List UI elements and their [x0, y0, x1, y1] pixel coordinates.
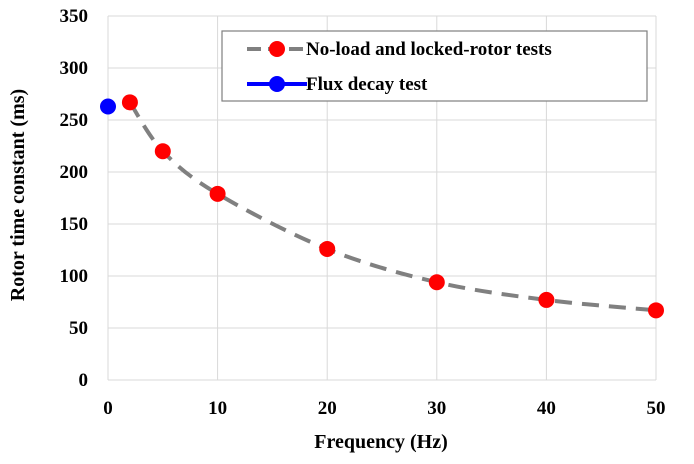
data-point-series-0 [209, 185, 226, 202]
y-axis-ticks: 0 50 100 150 200 250 300 350 [60, 6, 89, 391]
x-tick-label: 30 [427, 398, 446, 419]
x-tick-label: 0 [103, 398, 113, 419]
x-axis-ticks: 0 10 20 30 40 50 [103, 398, 665, 419]
y-axis-title: Rotor time constant (ms) [7, 89, 29, 301]
x-tick-label: 40 [537, 398, 556, 419]
legend: No-load and locked-rotor tests Flux deca… [221, 30, 648, 102]
y-tick-label: 0 [79, 370, 89, 391]
data-point-series-0 [121, 94, 138, 111]
series-layer [100, 94, 664, 319]
y-tick-label: 200 [60, 162, 89, 183]
legend-box [221, 30, 648, 102]
data-point-series-0 [428, 274, 445, 291]
legend-label-1: Flux decay test [306, 74, 428, 95]
y-tick-label: 350 [60, 6, 89, 27]
legend-swatch-marker-1 [269, 76, 285, 92]
series-line-0 [128, 101, 657, 313]
y-tick-label: 150 [60, 214, 89, 235]
data-point-series-0 [538, 291, 555, 308]
x-tick-label: 20 [318, 398, 337, 419]
data-point-series-0 [648, 302, 664, 319]
legend-swatch-marker-0 [269, 41, 285, 57]
data-point-series-1 [100, 98, 116, 115]
y-tick-label: 50 [69, 318, 88, 339]
y-tick-label: 300 [60, 58, 89, 79]
x-tick-label: 10 [208, 398, 227, 419]
data-point-series-0 [319, 240, 336, 257]
legend-label-0: No-load and locked-rotor tests [306, 39, 552, 60]
y-tick-label: 100 [60, 266, 89, 287]
data-point-series-0 [154, 143, 171, 160]
x-tick-label: 50 [647, 398, 666, 419]
x-axis-title: Frequency (Hz) [314, 431, 448, 453]
y-tick-label: 250 [60, 110, 89, 131]
